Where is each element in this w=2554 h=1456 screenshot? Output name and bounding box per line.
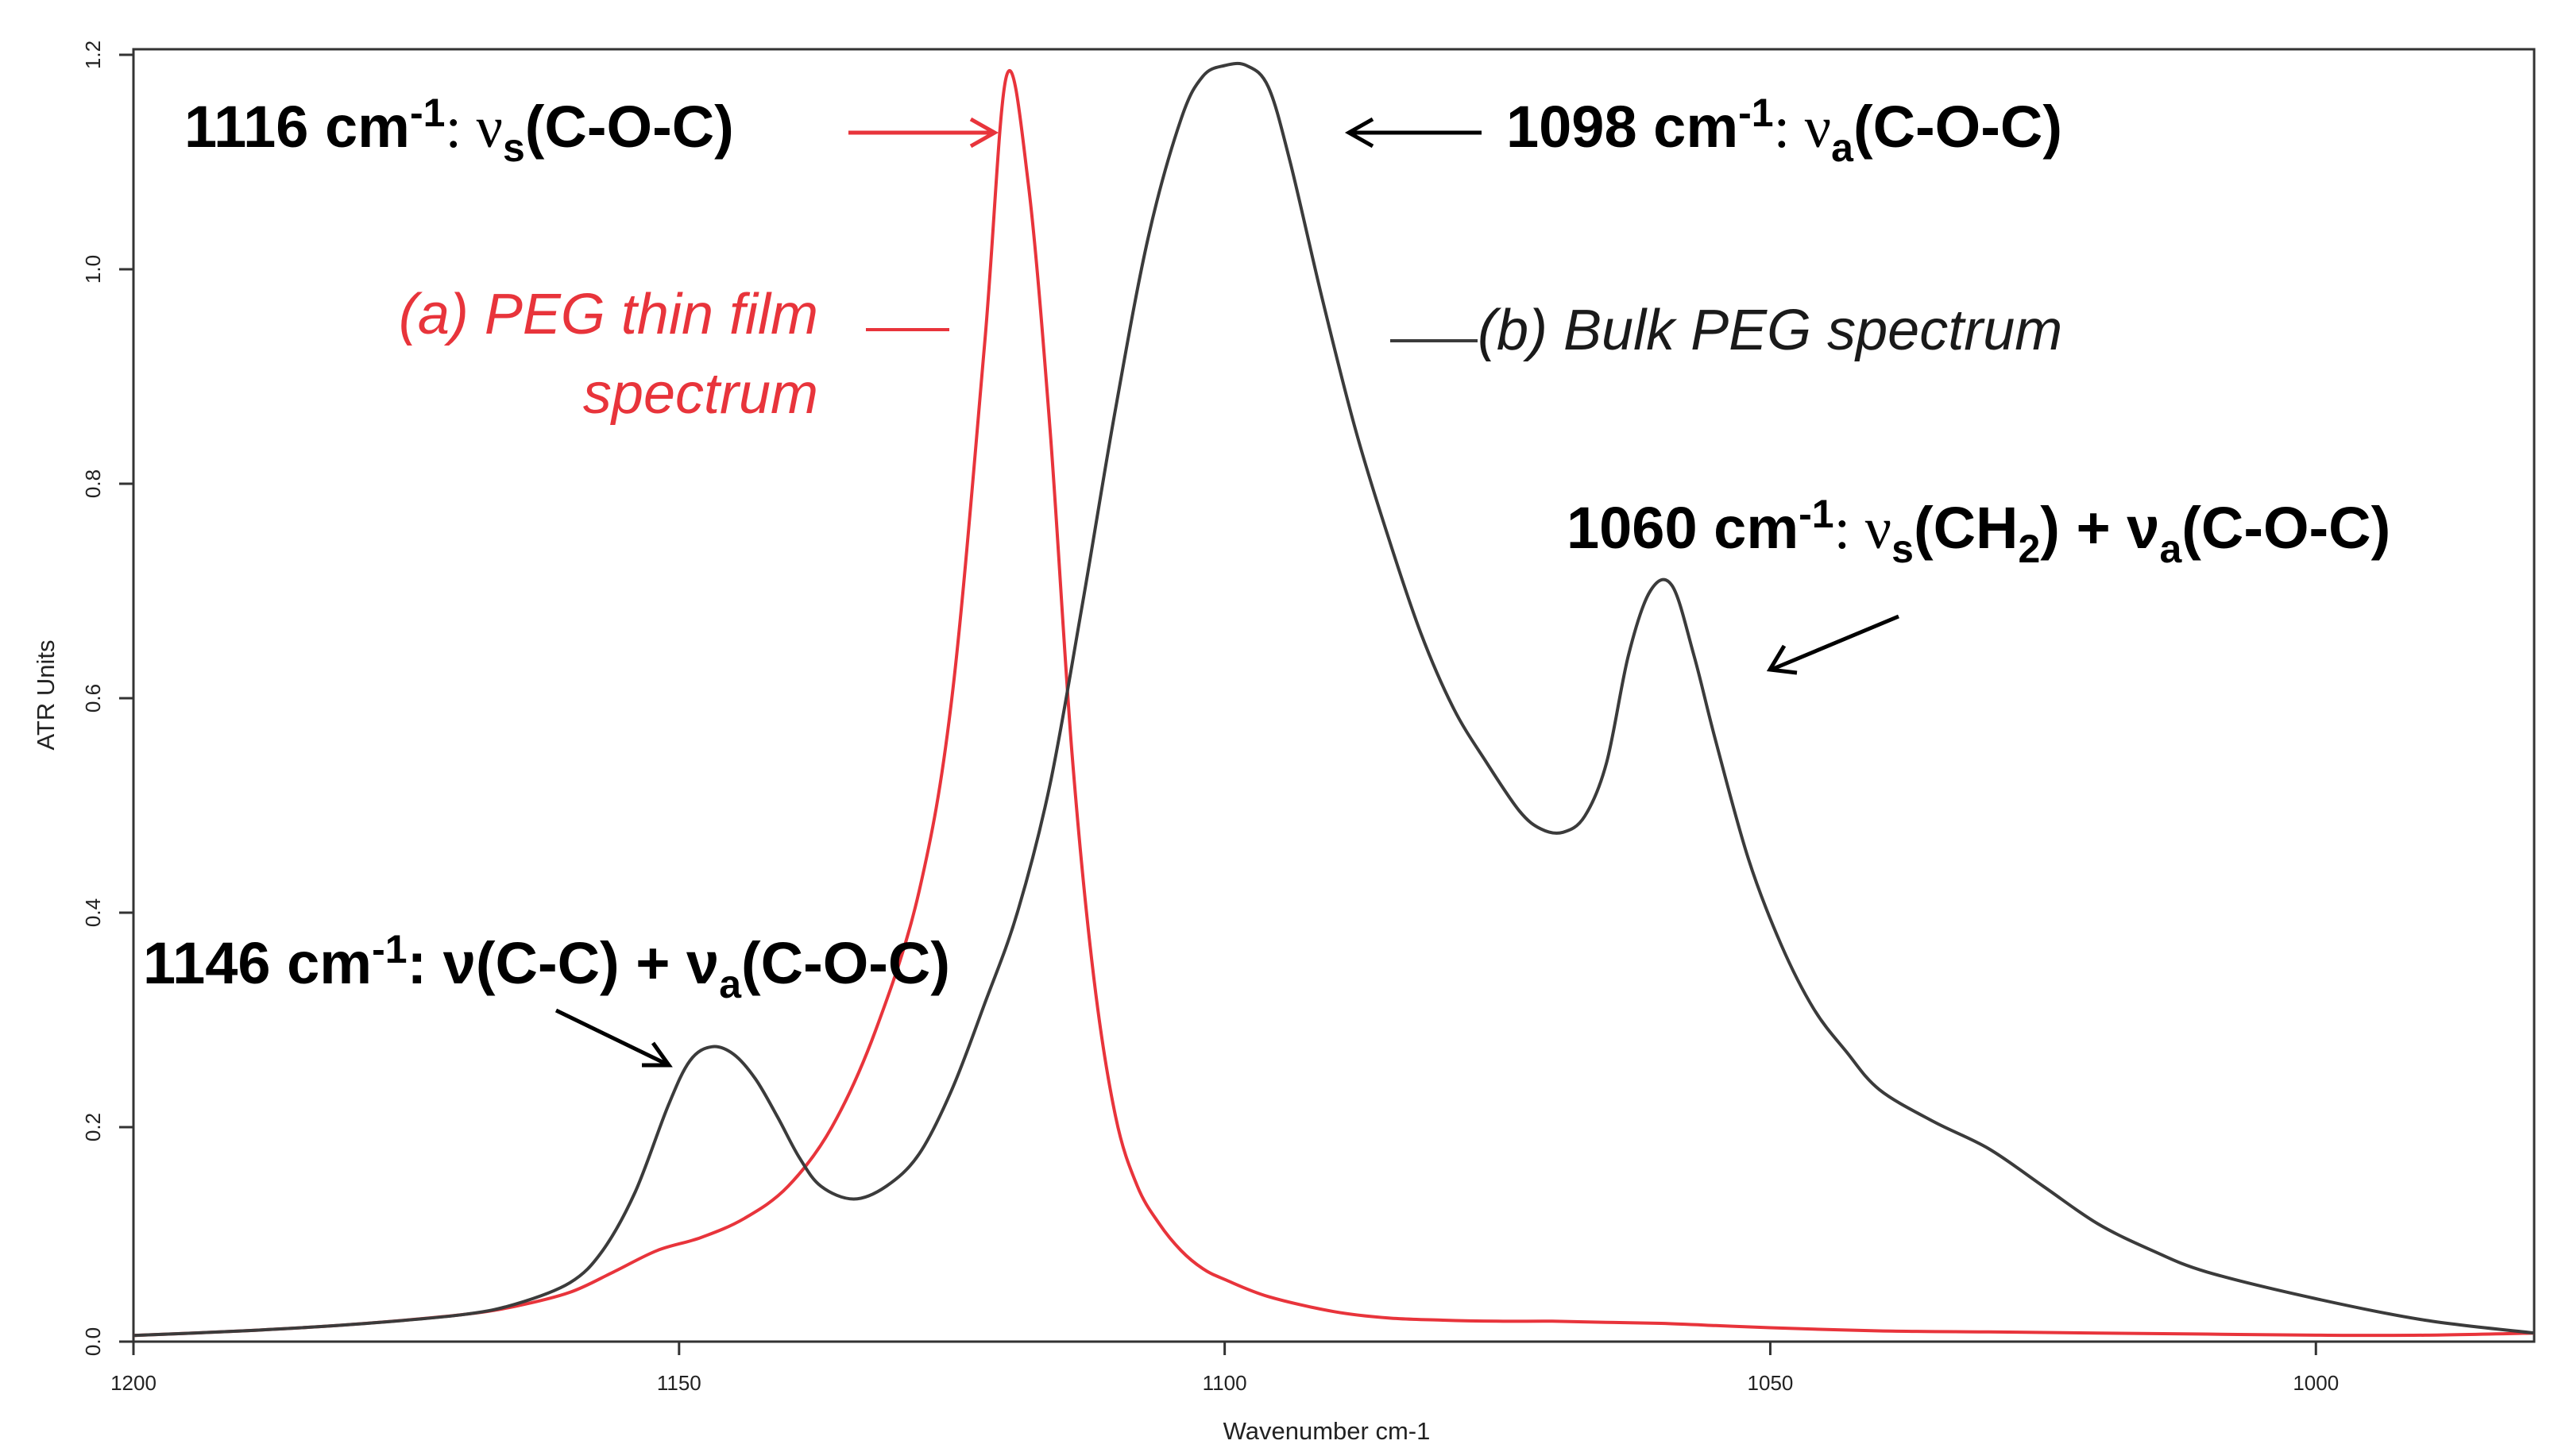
annotation-1116-sup: -1 <box>410 91 445 135</box>
series-line-bulk <box>133 61 2534 1338</box>
y-tick-label: 0.0 <box>81 1327 105 1356</box>
annotation-1060-tail2: ) + ν <box>2040 495 2159 561</box>
x-tick-label: 1150 <box>657 1371 701 1395</box>
arrow-1146 <box>554 1008 673 1068</box>
annotation-1146-sub: a <box>719 962 742 1006</box>
annotation-1098-mid: : ν <box>1774 95 1832 160</box>
series-line-thin-film <box>133 68 2534 1338</box>
x-tick-label: 1000 <box>2293 1371 2339 1395</box>
x-axis-title: Wavenumber cm-1 <box>1223 1417 1431 1445</box>
annotation-1060-mid: : ν <box>1834 496 1892 562</box>
y-tick-label: 0.4 <box>81 898 105 927</box>
annotation-1116-sub: s <box>503 126 525 170</box>
annotation-1116-mid: : ν <box>445 95 503 160</box>
x-tick-label: 1100 <box>1203 1371 1247 1395</box>
plot-frame <box>132 48 2536 1343</box>
annotation-1098-text: 1098 cm <box>1506 94 1738 160</box>
y-tick-label: 0.8 <box>81 469 105 498</box>
legend-b: (b) Bulk PEG spectrum <box>1478 299 2062 362</box>
annotation-1060-sub: s <box>1891 527 1914 571</box>
y-tick-label: 0.2 <box>81 1113 105 1141</box>
annotation-1098-sup: -1 <box>1738 91 1773 135</box>
y-axis: 0.0 0.2 0.4 0.6 0.8 1.0 1.2 <box>81 41 133 1356</box>
x-tick-label: 1050 <box>1748 1371 1794 1395</box>
annotation-1060-tail3: (C-O-C) <box>2181 495 2390 561</box>
y-tick-label: 0.6 <box>81 684 105 713</box>
annotation-1116-text: 1116 cm <box>184 94 410 160</box>
annotation-1146-mid: : ν(C-C) + ν <box>408 930 720 996</box>
y-axis-title: ATR Units <box>32 640 60 751</box>
x-tick-label: 1200 <box>110 1371 156 1395</box>
legend-a-line1: (a) PEG thin film <box>399 283 818 346</box>
series-lines <box>133 61 2534 1338</box>
annotation-1146-sup: -1 <box>372 927 407 971</box>
annotation-1060-sup: -1 <box>1799 492 1833 536</box>
y-tick-label: 1.2 <box>81 41 105 69</box>
annotation-1146-tail: (C-O-C) <box>741 930 950 996</box>
arrow-1116 <box>848 117 999 149</box>
annotation-1060-sub3: a <box>2159 527 2182 571</box>
y-tick-label: 1.0 <box>81 255 105 284</box>
annotation-1116-tail: (C-O-C) <box>525 94 734 160</box>
annotation-1116: 1116 cm-1: νs(C-O-C) <box>184 91 734 170</box>
annotation-1098: 1098 cm-1: νa(C-O-C) <box>1506 91 2062 170</box>
annotation-1060-sub2: 2 <box>2018 527 2040 571</box>
annotation-1060: 1060 cm-1: νs(CH2) + νa(C-O-C) <box>1567 492 2390 571</box>
annotation-1060-tail: (CH <box>1914 495 2019 561</box>
arrow-1098 <box>1344 117 1482 149</box>
annotation-1060-text: 1060 cm <box>1567 495 1799 561</box>
annotation-1146-text: 1146 cm <box>143 930 372 996</box>
arrow-1060 <box>1766 614 1899 675</box>
annotation-1098-sub: a <box>1831 126 1854 170</box>
annotation-1146: 1146 cm-1: ν(C-C) + νa(C-O-C) <box>143 927 950 1006</box>
annotation-1098-tail: (C-O-C) <box>1853 94 2062 160</box>
x-axis: 1200 1150 1100 1050 1000 <box>110 1342 2339 1395</box>
legend-a-line2: spectrum <box>583 362 818 426</box>
